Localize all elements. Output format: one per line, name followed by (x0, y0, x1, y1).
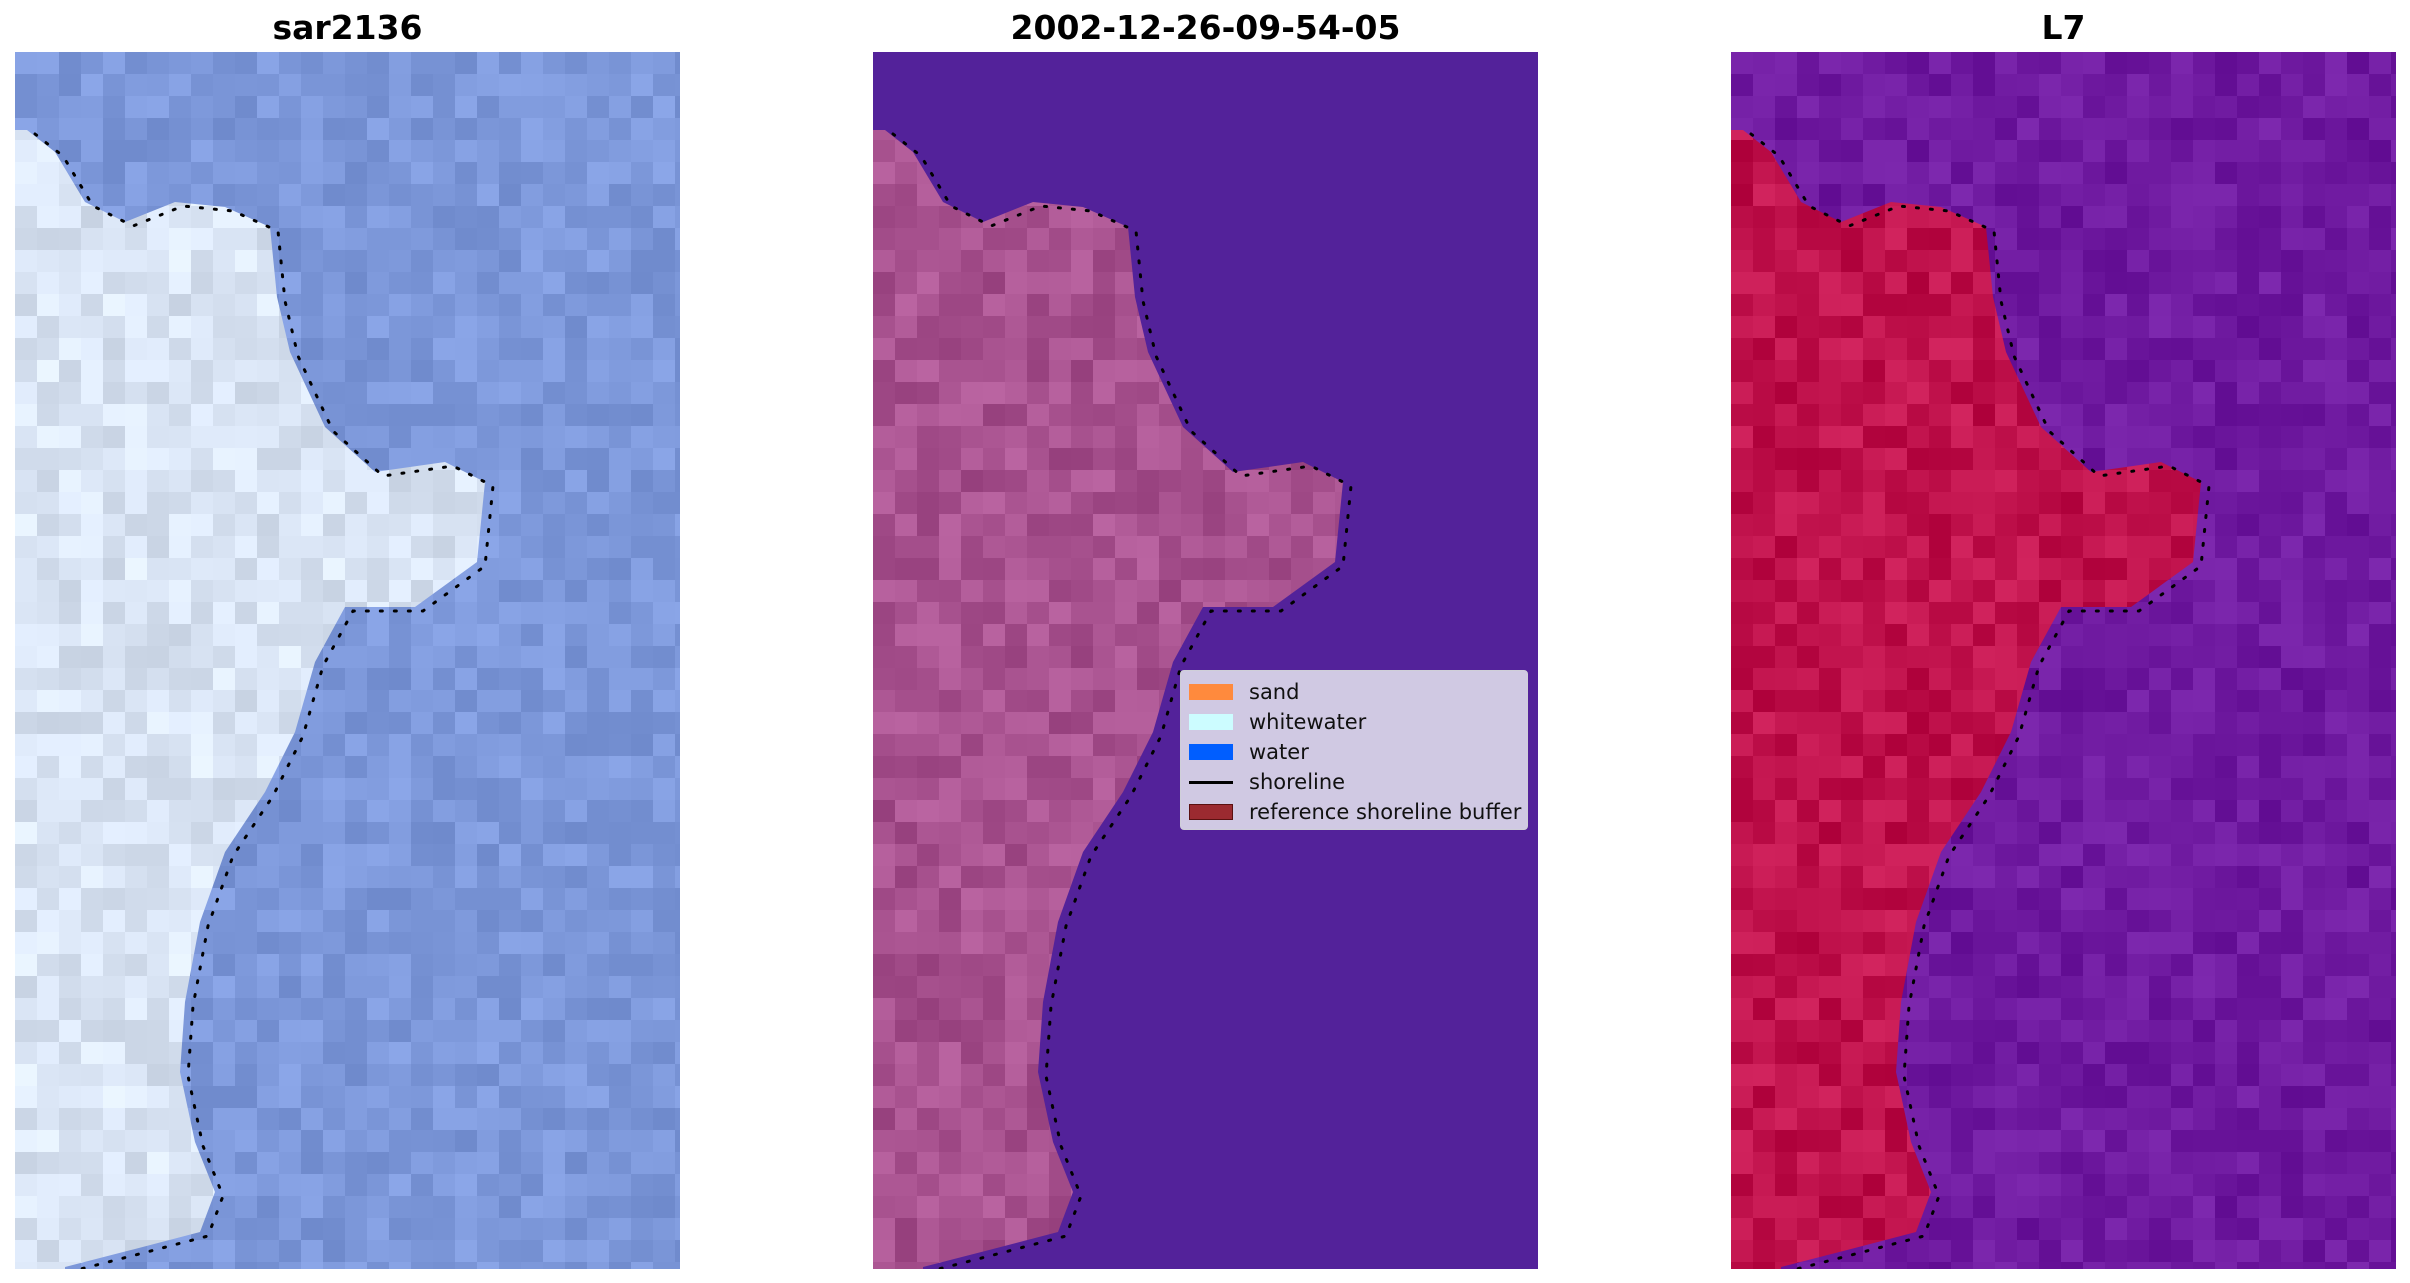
legend-label-reference-buffer: reference shoreline buffer (1249, 800, 1522, 824)
reference-buffer-swatch (1189, 804, 1233, 820)
legend-item-water: water (1189, 737, 1519, 767)
panel-title-sar2136: sar2136 (272, 8, 423, 47)
sand-swatch (1189, 684, 1233, 700)
rgb-image (15, 52, 680, 1269)
legend-item-whitewater: whitewater (1189, 707, 1519, 737)
index-image-panel (1731, 52, 2396, 1269)
water-swatch (1189, 744, 1233, 760)
legend-label-shoreline: shoreline (1249, 770, 1346, 794)
legend-item-sand: sand (1189, 677, 1519, 707)
legend-label-sand: sand (1249, 680, 1300, 704)
legend-label-water: water (1249, 740, 1309, 764)
legend: sand whitewater water shoreline referenc… (1180, 670, 1528, 830)
whitewater-swatch (1189, 714, 1233, 730)
legend-label-whitewater: whitewater (1249, 710, 1367, 734)
index-image (1731, 52, 2396, 1269)
legend-item-shoreline: shoreline (1189, 767, 1519, 797)
panel-title-date: 2002-12-26-09-54-05 (1010, 8, 1401, 47)
rgb-image-panel (15, 52, 680, 1269)
classified-image (873, 52, 1538, 1269)
shoreline-line-swatch (1189, 780, 1233, 784)
legend-item-reference-buffer: reference shoreline buffer (1189, 797, 1522, 827)
panel-title-l7: L7 (2041, 8, 2086, 47)
classified-image-panel (873, 52, 1538, 1269)
